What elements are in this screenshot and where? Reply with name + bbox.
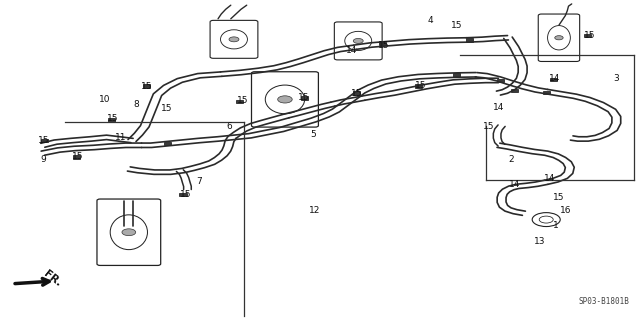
Text: 7: 7	[196, 177, 202, 186]
Text: 15: 15	[451, 21, 463, 30]
Text: 11: 11	[115, 133, 127, 142]
Bar	[236, 100, 243, 103]
Text: 3: 3	[613, 74, 619, 83]
Text: 14: 14	[493, 103, 504, 112]
Text: 14: 14	[549, 74, 560, 83]
Text: FR.: FR.	[42, 269, 63, 289]
Text: 10: 10	[99, 95, 110, 104]
Text: 14: 14	[346, 46, 358, 55]
Text: 15: 15	[107, 114, 118, 123]
Text: 14: 14	[509, 180, 520, 189]
Text: SP03-B1801B: SP03-B1801B	[578, 297, 629, 306]
Circle shape	[555, 36, 563, 40]
Text: 15: 15	[72, 152, 84, 161]
Text: 15: 15	[141, 82, 152, 91]
Bar	[453, 73, 460, 77]
Bar	[353, 91, 360, 94]
Text: 15: 15	[415, 81, 426, 90]
Bar	[511, 89, 518, 92]
Bar	[108, 118, 115, 122]
Text: 8: 8	[134, 100, 140, 109]
Circle shape	[122, 229, 136, 236]
Text: 15: 15	[237, 97, 248, 106]
Bar	[466, 38, 472, 42]
Bar	[179, 193, 186, 196]
Bar	[41, 139, 48, 142]
Text: 14: 14	[544, 174, 555, 183]
Text: 4: 4	[428, 16, 433, 25]
Bar	[415, 84, 422, 87]
Text: 6: 6	[227, 122, 232, 131]
Text: 15: 15	[298, 93, 310, 102]
Text: 15: 15	[584, 31, 596, 40]
Bar	[543, 91, 550, 94]
Text: 15: 15	[180, 190, 192, 199]
Text: 1: 1	[553, 221, 559, 230]
Bar	[143, 85, 150, 88]
Text: 2: 2	[508, 155, 514, 164]
Text: 12: 12	[309, 206, 321, 215]
Bar	[497, 79, 504, 82]
Bar	[379, 42, 386, 45]
Text: 15: 15	[38, 136, 50, 145]
Circle shape	[229, 37, 239, 42]
Text: 5: 5	[311, 130, 317, 139]
Text: 16: 16	[559, 206, 571, 215]
Text: 15: 15	[351, 89, 363, 98]
Text: 15: 15	[378, 41, 390, 50]
Text: 13: 13	[534, 237, 545, 246]
Text: 15: 15	[161, 104, 173, 113]
Text: 15: 15	[553, 193, 564, 202]
Bar	[301, 96, 308, 100]
Circle shape	[278, 96, 292, 103]
Bar	[584, 34, 591, 37]
Bar	[164, 142, 171, 145]
Bar	[550, 78, 557, 81]
Text: 9: 9	[40, 155, 45, 164]
Text: 15: 15	[483, 122, 495, 131]
Bar	[73, 155, 80, 159]
Circle shape	[353, 39, 364, 43]
